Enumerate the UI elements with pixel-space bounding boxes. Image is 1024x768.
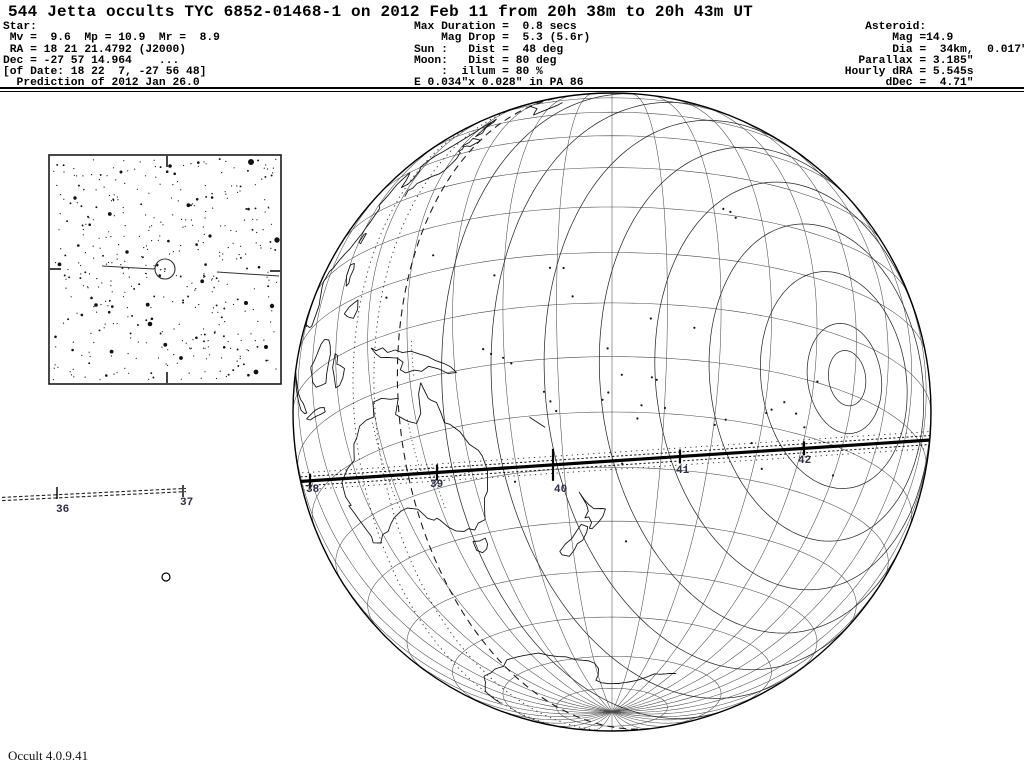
coast-luzon <box>345 262 355 287</box>
globe-rim <box>292 92 932 732</box>
finder-chart <box>48 154 282 385</box>
island-dots <box>385 207 835 543</box>
twilight-line <box>373 105 611 731</box>
path-limit <box>293 443 931 487</box>
finder-track-line <box>216 271 280 277</box>
terminator-line <box>396 96 651 730</box>
coast-nz-north <box>578 491 606 530</box>
coast-new-caledonia <box>529 416 546 428</box>
minute-labels: 38 39 40 41 42 <box>306 455 811 496</box>
minute-label-40: 40 <box>554 484 567 496</box>
coastlines <box>295 102 677 704</box>
header-divider-thin <box>0 91 1024 92</box>
minute-label-36: 36 <box>56 504 69 516</box>
header-divider-thick <box>0 87 1024 89</box>
wa-border <box>372 422 402 512</box>
finder-star-dots <box>52 158 280 381</box>
coast-nz-south <box>559 523 589 557</box>
finder-track-line <box>101 265 155 270</box>
pre-globe-path: 36 37 <box>1 485 193 516</box>
event-circumstances: Max Duration = 0.8 secs Mag Drop = 5.3 (… <box>414 21 591 90</box>
target-star-circle <box>154 258 176 280</box>
minute-label-37: 37 <box>180 497 193 509</box>
minute-label-39: 39 <box>430 479 443 491</box>
png-border <box>411 340 415 376</box>
path-centerline <box>293 438 931 484</box>
coast-east-asia-coast <box>305 121 492 329</box>
star-details: Star: Mv = 9.6 Mp = 10.9 Mr = 8.9 RA = 1… <box>3 21 220 90</box>
coast-sakhalin <box>475 118 497 138</box>
coast-australia <box>341 382 489 544</box>
coast-new-guinea <box>370 347 457 374</box>
coast-java <box>306 407 326 421</box>
coast-tasmania <box>472 537 489 554</box>
page-title: 544 Jetta occults TYC 6852-01468-1 on 20… <box>8 3 753 21</box>
coast-taiwan <box>358 233 367 245</box>
nt-qld-border <box>406 419 421 471</box>
minute-label-38: 38 <box>306 484 320 496</box>
minute-label-41: 41 <box>676 465 690 477</box>
coast-kamchatka <box>529 102 563 116</box>
coast-mindanao <box>343 299 359 319</box>
coast-sumatra <box>295 372 308 414</box>
occultation-path <box>293 431 931 491</box>
twilight-line <box>352 122 564 728</box>
coast-japan <box>404 138 481 197</box>
graticule <box>293 93 931 731</box>
altitude-circles <box>352 93 931 731</box>
coast-borneo <box>310 338 331 388</box>
moon-marker <box>161 572 171 582</box>
app-version: Occult 4.0.9.41 <box>8 748 89 763</box>
asteroid-details: Asteroid: Mag =14.9 Dia = 34km, 0.017" P… <box>844 21 1024 90</box>
path-limit <box>293 435 931 479</box>
target-star-dot <box>164 268 166 270</box>
coast-antarctica <box>483 652 677 704</box>
coast-sulawesi <box>332 353 345 389</box>
minute-label-42: 42 <box>798 455 811 467</box>
